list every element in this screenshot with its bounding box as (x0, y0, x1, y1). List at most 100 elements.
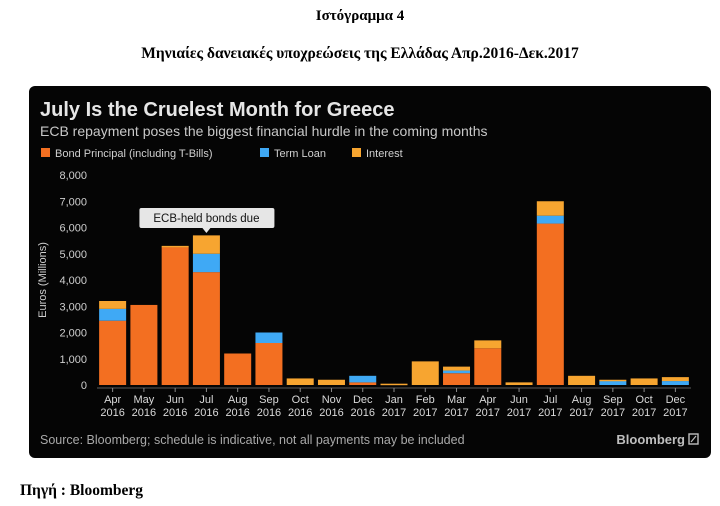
bar-segment-term-loan (255, 332, 283, 343)
stacked-bar-chart: July Is the Cruelest Month for Greece EC… (37, 99, 699, 447)
bar-segment-term-loan (661, 381, 689, 385)
y-tick-label: 4,000 (59, 275, 87, 287)
x-tick-label-month: Oct (636, 394, 653, 406)
bar-segment-interest (599, 379, 627, 382)
x-tick-label-month: Apr (104, 394, 121, 406)
legend-label-bond-principal: Bond Principal (including T-Bills) (55, 148, 213, 160)
chart-panel: July Is the Cruelest Month for Greece EC… (29, 86, 711, 458)
bar-segment-interest (411, 361, 439, 385)
x-tick-label-month: May (134, 394, 155, 406)
bar-segment-interest (568, 375, 596, 385)
bar-segment-term-loan (599, 381, 627, 385)
x-tick-label-month: Jun (510, 394, 528, 406)
bar-segment-interest (99, 301, 127, 309)
x-tick-label-month: Dec (666, 394, 686, 406)
bar-segment-term-loan (536, 215, 564, 224)
y-tick-label: 3,000 (59, 301, 87, 313)
annotation-callout: ECB-held bonds due (139, 208, 275, 233)
annotation-pointer (202, 228, 211, 233)
bar-segment-bond-principal (474, 348, 502, 385)
figure-number: Ιστόγραμμα 4 (315, 8, 405, 24)
x-tick-label-year: 2017 (413, 407, 437, 419)
x-tick-label-month: Jul (199, 394, 213, 406)
x-tick-label-year: 2016 (194, 407, 218, 419)
bar-segment-bond-principal (224, 353, 252, 385)
x-tick-label-year: 2017 (601, 407, 625, 419)
x-tick-label-month: Jul (543, 394, 557, 406)
x-tick-label-year: 2017 (476, 407, 500, 419)
x-tick-label-year: 2016 (163, 407, 187, 419)
legend-swatch-term-loan (260, 148, 269, 157)
x-tick-label-month: Feb (416, 394, 435, 406)
bar-segment-interest (474, 340, 502, 349)
bar-segment-bond-principal (255, 343, 283, 385)
x-tick-label-month: Dec (353, 394, 373, 406)
y-tick-label: 6,000 (59, 223, 87, 235)
bars (99, 201, 689, 386)
x-tick-label-month: Oct (292, 394, 309, 406)
bar-segment-bond-principal (349, 382, 377, 385)
bar-segment-term-loan (99, 308, 127, 321)
x-tick-label-month: Sep (603, 394, 623, 406)
bloomberg-brand: Bloomberg (616, 432, 685, 447)
bar-segment-bond-principal (192, 272, 220, 385)
x-tick-label-year: 2016 (225, 407, 249, 419)
x-tick-label-year: 2016 (288, 407, 312, 419)
annotation-text: ECB-held bonds due (153, 213, 259, 225)
bar-segment-interest (536, 201, 564, 216)
bar-segment-interest (661, 377, 689, 382)
bar-segment-bond-principal (443, 373, 471, 385)
x-tick-label-year: 2016 (100, 407, 124, 419)
annotation-box (139, 208, 275, 228)
x-tick-label-month: Jan (385, 394, 403, 406)
y-tick-label: 1,000 (59, 354, 87, 366)
x-tick-label-month: Mar (447, 394, 466, 406)
bar-segment-interest (630, 378, 658, 385)
x-tick-label-year: 2017 (444, 407, 468, 419)
x-tick-label-year: 2016 (350, 407, 374, 419)
x-tick-label-month: Aug (228, 394, 248, 406)
x-tick-label-year: 2017 (632, 407, 656, 419)
legend-label-interest: Interest (366, 148, 403, 160)
y-tick-label: 7,000 (59, 196, 87, 208)
x-tick-label-month: Nov (322, 394, 342, 406)
bar-segment-interest (505, 382, 533, 385)
x-tick-label-year: 2017 (538, 407, 562, 419)
bar-segment-bond-principal (536, 223, 564, 385)
y-tick-label: 0 (81, 380, 87, 392)
bar-segment-bond-principal (99, 320, 127, 385)
x-tick-label-year: 2017 (507, 407, 531, 419)
legend-label-term-loan: Term Loan (274, 148, 326, 160)
chart-title: July Is the Cruelest Month for Greece (40, 99, 395, 121)
bar-segment-bond-principal (130, 304, 158, 385)
source-line: Πηγή : Bloomberg (20, 482, 144, 499)
bar-segment-interest (317, 379, 345, 385)
legend-swatch-bond-principal (41, 148, 50, 157)
x-tick-label-month: Sep (259, 394, 279, 406)
y-tick-label: 2,000 (59, 328, 87, 340)
chart-footer-source: Source: Bloomberg; schedule is indicativ… (40, 433, 465, 447)
x-tick-label-month: Apr (479, 394, 496, 406)
figure-title: Μηνιαίες δανειακές υποχρεώσεις της Ελλάδ… (141, 45, 579, 62)
x-tick-label-year: 2016 (257, 407, 281, 419)
bar-segment-term-loan (443, 370, 471, 374)
bar-segment-interest (286, 378, 314, 385)
bar-segment-interest (192, 235, 220, 254)
x-tick-label-year: 2017 (663, 407, 687, 419)
y-tick-label: 8,000 (59, 170, 87, 182)
x-axis-ticks: Apr2016May2016Jun2016Jul2016Aug2016Sep20… (97, 387, 691, 419)
y-axis-ticks: 0 1,000 2,000 3,000 4,000 5,000 6,000 7,000 8,00… (59, 170, 87, 392)
bloomberg-logo-icon (688, 433, 699, 445)
x-tick-label-year: 2016 (319, 407, 343, 419)
x-tick-label-year: 2016 (132, 407, 156, 419)
x-tick-label-year: 2017 (382, 407, 406, 419)
bar-segment-term-loan (349, 375, 377, 383)
x-tick-label-month: Jun (166, 394, 184, 406)
y-tick-label: 5,000 (59, 249, 87, 261)
x-tick-label-year: 2017 (569, 407, 593, 419)
bar-segment-bond-principal (161, 247, 189, 385)
y-axis-label: Euros (Millions) (37, 242, 49, 318)
bar-segment-interest (380, 383, 408, 386)
legend-swatch-interest (352, 148, 361, 157)
bar-segment-interest (161, 245, 189, 248)
